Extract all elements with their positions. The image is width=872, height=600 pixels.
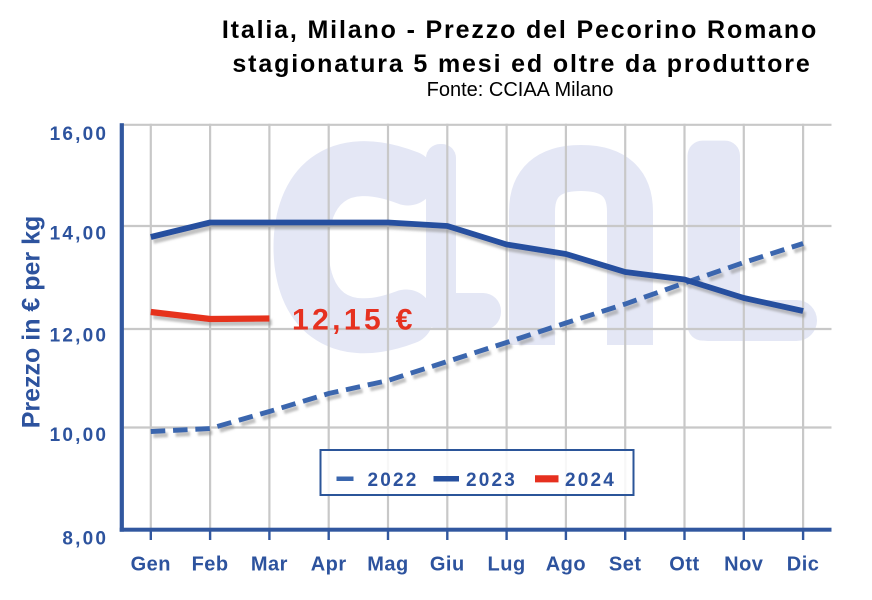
svg-text:Mag: Mag [367, 553, 409, 575]
svg-text:2022: 2022 [367, 470, 418, 491]
svg-text:Italia, Milano - Prezzo del Pe: Italia, Milano - Prezzo del Pecorino Rom… [222, 16, 818, 44]
svg-text:Ott: Ott [669, 553, 699, 575]
svg-text:14,00: 14,00 [50, 223, 109, 244]
svg-text:Dic: Dic [787, 553, 820, 575]
svg-text:12,00: 12,00 [50, 326, 109, 347]
svg-text:Giu: Giu [430, 553, 465, 575]
svg-text:8,00: 8,00 [62, 529, 108, 550]
svg-text:2024: 2024 [565, 470, 616, 491]
svg-text:10,00: 10,00 [50, 425, 109, 446]
svg-text:Ago: Ago [546, 553, 586, 575]
svg-text:2023: 2023 [466, 470, 517, 491]
svg-text:Apr: Apr [311, 553, 347, 575]
svg-text:Gen: Gen [131, 553, 171, 575]
svg-text:Feb: Feb [192, 553, 229, 575]
svg-text:16,00: 16,00 [50, 124, 109, 145]
svg-text:stagionatura 5 mesi ed oltre d: stagionatura 5 mesi ed oltre da produtto… [232, 50, 811, 78]
svg-text:Nov: Nov [724, 553, 764, 575]
svg-text:Mar: Mar [251, 553, 288, 575]
svg-text:12,15 €: 12,15 € [292, 304, 416, 337]
svg-text:Prezzo in € per kg: Prezzo in € per kg [18, 216, 46, 429]
svg-text:Set: Set [609, 553, 642, 575]
svg-text:Fonte: CCIAA Milano: Fonte: CCIAA Milano [427, 79, 614, 101]
svg-text:Lug: Lug [488, 553, 526, 575]
